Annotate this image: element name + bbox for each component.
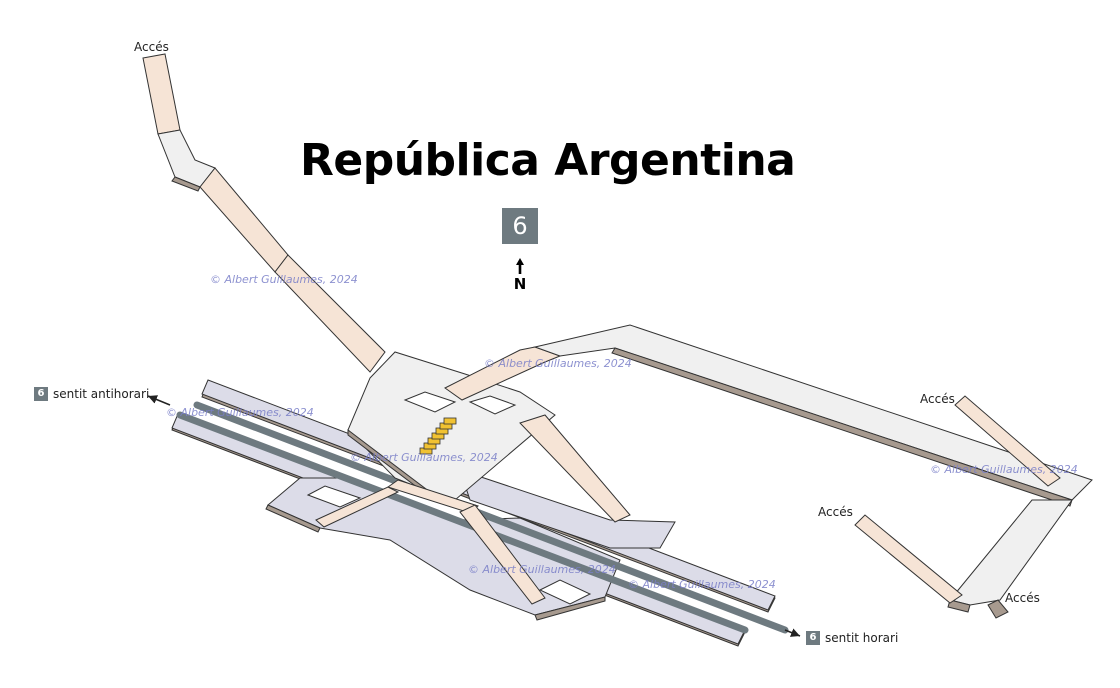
watermark: © Albert Guillaumes, 2024: [628, 578, 776, 591]
direction-arrow-west: [147, 395, 171, 406]
direction-text-west: sentit antihorari: [53, 387, 150, 401]
direction-label-east: 6 sentit horari: [806, 631, 898, 645]
vestibule-level: [315, 346, 631, 605]
access-east-lower: [854, 514, 963, 604]
vestibule-opening: [403, 391, 457, 413]
escalator: [419, 417, 457, 455]
watermark: © Albert Guillaumes, 2024: [350, 451, 498, 464]
mezzanine-hole-east: [538, 579, 592, 605]
mezzanine-hole-west: [306, 485, 362, 508]
watermark: © Albert Guillaumes, 2024: [930, 463, 1078, 476]
watermark: © Albert Guillaumes, 2024: [210, 273, 358, 286]
access-northwest: [142, 53, 386, 373]
access-label-northwest: Accés: [134, 40, 169, 54]
line-badge-small: 6: [806, 631, 820, 645]
access-label-east-upper: Accés: [920, 392, 955, 406]
north-label: N: [513, 275, 527, 293]
direction-arrow-east: [784, 628, 801, 637]
corridor-east-stairs: [519, 414, 631, 523]
track-south: [176, 411, 749, 634]
line-badge-small: 6: [34, 387, 48, 401]
watermark: © Albert Guillaumes, 2024: [468, 563, 616, 576]
north-arrow-icon: [516, 258, 524, 274]
track-north: [193, 401, 789, 634]
corridor-south-stairs: [459, 504, 546, 605]
access-label-east-lower: Accés: [818, 505, 853, 519]
direction-label-west: 6 sentit antihorari: [34, 387, 149, 401]
access-east-stub: [987, 599, 1009, 619]
north-indicator: N: [509, 256, 531, 292]
tracks: [176, 401, 789, 634]
watermark: © Albert Guillaumes, 2024: [484, 357, 632, 370]
corridor-east-long: [533, 324, 1093, 619]
direction-text-east: sentit horari: [825, 631, 899, 645]
access-east-upper: [954, 395, 1061, 487]
watermark: © Albert Guillaumes, 2024: [166, 406, 314, 419]
line-badge: 6: [502, 208, 538, 244]
access-label-southeast: Accés: [1005, 591, 1040, 605]
station-title: República Argentina: [300, 135, 796, 186]
